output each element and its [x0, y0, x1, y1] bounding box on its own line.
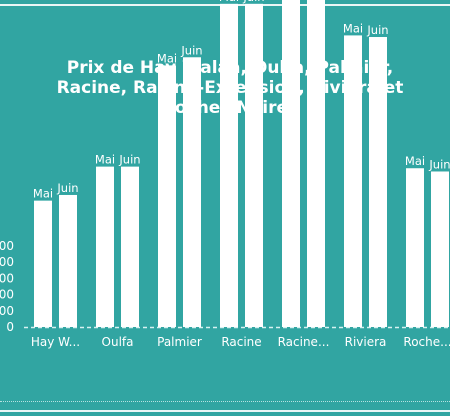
bar-juin — [369, 37, 387, 328]
x-axis-labels: Hay W... Oulfa Palmier Racine Racine... Rivie… — [31, 335, 450, 349]
x-tick-label: Racine — [221, 335, 261, 349]
x-tick-label: Racine... — [278, 335, 330, 349]
x-tick-label: Palmier — [157, 335, 202, 349]
y-tick-label: 00 — [0, 271, 14, 285]
x-tick-label: Roche... — [403, 335, 450, 349]
bar-juin — [245, 3, 263, 328]
x-tick-label: Hay W... — [31, 335, 80, 349]
bottom-dotted-divider — [0, 401, 450, 402]
bottom-border — [0, 410, 450, 412]
bar-data-label: Juin — [366, 23, 388, 37]
bar-data-label: Mai — [405, 154, 425, 168]
bar-data-label: Mai — [95, 153, 115, 167]
bar-labels-group: MaiJuinMaiJuinMaiJuinMaiJuinMaiJuinMaiJu… — [33, 0, 450, 201]
bar-data-label: Juin — [180, 43, 202, 57]
bar-mai — [220, 3, 238, 328]
bar-data-label: Juin — [242, 0, 264, 4]
y-tick-label: 00 — [0, 288, 14, 302]
bar-data-label: Mai — [219, 0, 239, 4]
bar-mai — [158, 65, 176, 328]
bar-mai — [282, 0, 300, 327]
bar-mai — [34, 200, 52, 327]
bar-juin — [307, 0, 325, 328]
bar-data-label: Juin — [56, 181, 78, 195]
bar-mai — [406, 168, 424, 327]
x-tick-label: Oulfa — [102, 335, 134, 349]
bar-data-label: Mai — [343, 21, 363, 35]
bar-juin — [431, 171, 449, 327]
bar-data-label: Juin — [118, 153, 140, 167]
bar-data-label: Juin — [428, 157, 450, 171]
bar-juin — [183, 57, 201, 328]
bars-group — [34, 0, 449, 328]
y-tick-label: 0 — [6, 320, 14, 334]
y-tick-label: 00 — [0, 304, 14, 318]
bar-data-label: Mai — [157, 51, 177, 65]
bar-data-label: Mai — [33, 187, 53, 201]
y-tick-label: 00 — [0, 239, 14, 253]
x-tick-label: Riviera — [345, 335, 387, 349]
bar-juin — [59, 194, 77, 327]
bar-mai — [96, 166, 114, 327]
bar-juin — [121, 166, 139, 327]
y-tick-label: 00 — [0, 255, 14, 269]
bar-mai — [344, 35, 362, 328]
